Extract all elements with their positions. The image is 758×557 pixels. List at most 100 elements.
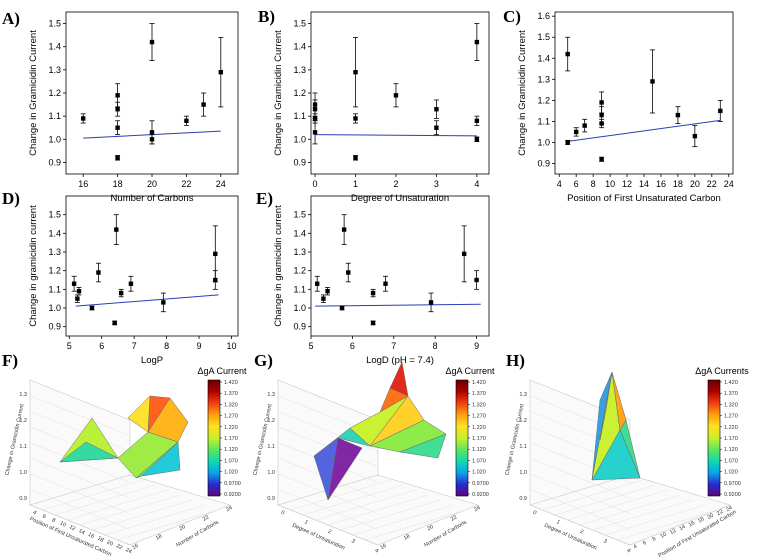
y-tick-label: 1.3: [48, 247, 61, 257]
x-axis-label: Position of First Unsaturated Carbon: [567, 193, 721, 204]
y-tick-label: 1.1: [48, 284, 61, 294]
panel-label: B): [258, 7, 275, 26]
colorbar-tick-label: 1.070: [724, 458, 738, 464]
data-point: [341, 227, 347, 232]
grid-line: [592, 499, 693, 531]
x-axis-label: Degree of Unsaturation: [351, 193, 449, 204]
y-tick-label: 1.4: [537, 53, 550, 63]
grid-line: [302, 484, 404, 516]
colorbar-tick-label: 1.120: [472, 447, 486, 453]
x-axis-label: Number of Carbons: [111, 193, 194, 204]
x-tick-label: 22: [181, 179, 191, 189]
front-tick-label: 4: [626, 548, 632, 555]
data-point: [218, 69, 223, 75]
panel-label: A): [2, 9, 20, 28]
y-tick-label: 1.2: [537, 95, 550, 105]
data-point: [434, 107, 439, 112]
grid-line: [290, 479, 391, 511]
plot-frame: [65, 195, 239, 337]
data-point: [118, 290, 124, 296]
y-tick-label: 1.0: [48, 134, 61, 144]
x-tick-label: 6: [574, 179, 579, 189]
z-axis-label: Change in Gramicidin Current: [505, 403, 526, 476]
colorbar-tick-label: 0.9200: [724, 492, 741, 498]
colorbar-tick-label: 1.220: [472, 425, 486, 431]
chart-panel-a: A) 16 18 20 22 24 0.9 1.0 1.1 1.2 1.3 1.4 1.5 Number …: [2, 9, 239, 204]
data-point: [213, 251, 218, 257]
scatter-panels: A)16 18 20 22 240.91.01.11.21.31.41.5Number …: [2, 7, 734, 366]
colorbar-tick-label: 1.370: [724, 391, 738, 397]
data-point: [75, 296, 80, 301]
data-point: [115, 107, 120, 112]
side-tick-label: 4: [633, 544, 639, 551]
y-tick-label: 0.9: [48, 157, 61, 167]
grid-line: [542, 479, 643, 511]
grid-line: [104, 504, 206, 536]
grid-line: [529, 473, 631, 514]
colorbar-tick-label: 1.120: [224, 447, 238, 453]
x-tick-label: 7: [391, 341, 396, 351]
surface-panel-h: H) 0.9 1.0 1.1 1.2 1.3 Change in Gramicidin Cu…: [505, 351, 750, 557]
y-tick-label: 1.5: [293, 19, 306, 29]
data-point: [599, 157, 604, 162]
fit-line: [315, 134, 477, 137]
surface-facet: [327, 437, 363, 501]
surface-facet: [389, 361, 409, 397]
side-tick-label: 22: [716, 509, 724, 517]
x-tick-label: 10: [227, 341, 237, 351]
colorbar: [207, 379, 221, 497]
colorbar-tick-label: 1.320: [472, 402, 486, 408]
surface-panel-f: F) 0.9 1.0 1.1 1.2 1.3 Change in Gramicidin Cu…: [2, 351, 247, 557]
colorbar-tick-label: 1.170: [224, 436, 238, 442]
x-tick-label: 18: [113, 179, 123, 189]
side-tick-label: 16: [688, 520, 696, 528]
x-tick-label: 24: [724, 179, 734, 189]
data-point: [339, 305, 345, 311]
colorbar-tick-label: 1.420: [472, 380, 486, 386]
data-point: [428, 300, 434, 305]
x-tick-label: 8: [433, 341, 438, 351]
colorbar-tick-label: 1.320: [224, 402, 238, 408]
y-tick-label: 0.9: [293, 157, 306, 167]
z-tick-label: 0.9: [267, 496, 275, 502]
colorbar-tick-label: 1.370: [472, 391, 486, 397]
y-tick-label: 1.4: [293, 42, 306, 52]
y-tick-label: 1.2: [48, 266, 61, 276]
x-tick-label: 9: [474, 341, 479, 351]
grid-line: [42, 479, 143, 511]
surface-facet: [591, 429, 641, 481]
y-tick-label: 1.4: [48, 42, 61, 52]
data-point: [149, 130, 155, 135]
y-tick-label: 1.3: [537, 74, 550, 84]
z-tick-label: 1.2: [519, 418, 527, 424]
z-tick-label: 1.2: [267, 418, 275, 424]
grid-line: [29, 489, 131, 530]
y-axis-label: Change in Gramicidin Current: [28, 30, 39, 156]
side-tick-label: 20: [707, 513, 715, 521]
front-tick-label: 14: [77, 528, 85, 536]
x-tick-label: 14: [639, 179, 649, 189]
data-point: [582, 123, 587, 128]
x-tick-label: 8: [164, 341, 169, 351]
y-tick-label: 1.1: [537, 116, 550, 126]
y-tick-label: 1.1: [293, 284, 306, 294]
y-tick-label: 1.2: [293, 266, 306, 276]
x-tick-label: 3: [434, 179, 439, 189]
x-tick-label: 8: [591, 179, 596, 189]
z-axis-label: Change in Gramicidin Current: [5, 403, 26, 476]
front-tick-label: 8: [50, 517, 56, 524]
data-point: [599, 112, 604, 118]
side-tick-label: 18: [697, 516, 705, 524]
y-axis-label: Change in gramicidin current: [273, 205, 284, 327]
front-tick-label: 6: [41, 514, 47, 521]
data-point: [115, 155, 120, 160]
grid-line: [29, 395, 131, 436]
x-tick-label: 24: [216, 179, 226, 189]
front-tick-label: 16: [87, 532, 95, 540]
y-tick-label: 0.9: [537, 158, 550, 168]
front-tick-label: 12: [68, 524, 76, 532]
colorbar-tick-label: 1.070: [472, 458, 486, 464]
colorbar-tick-label: 0.9700: [224, 481, 241, 487]
x-tick-label: 7: [132, 341, 137, 351]
data-point: [81, 116, 86, 121]
